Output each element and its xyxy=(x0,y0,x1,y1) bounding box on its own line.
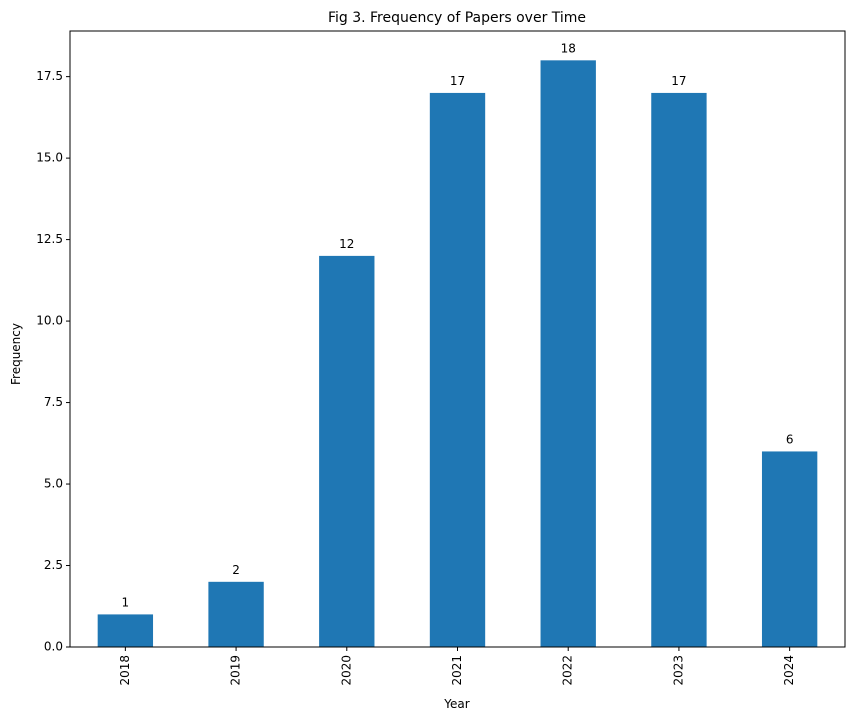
axes-frame xyxy=(66,30,846,651)
bar-2022 xyxy=(540,60,596,648)
bar-2019 xyxy=(208,581,264,647)
x-tick-label-2018: 2018 xyxy=(118,655,132,686)
data-label-2024: 6 xyxy=(786,432,794,446)
y-tick-label: 17.5 xyxy=(36,69,63,83)
x-tick-label-2023: 2023 xyxy=(671,655,685,686)
y-axis-label: Frequency xyxy=(9,323,23,385)
bar-2021 xyxy=(429,92,486,648)
bar-2020 xyxy=(319,255,375,647)
x-axis-label: Year xyxy=(443,697,469,711)
bars-group xyxy=(97,60,818,648)
chart-title: Fig 3. Frequency of Papers over Time xyxy=(328,10,586,26)
x-tick-label-2022: 2022 xyxy=(561,655,575,686)
y-tick-label: 2.5 xyxy=(44,558,63,572)
data-label-2023: 17 xyxy=(671,74,686,88)
x-tick-label-2019: 2019 xyxy=(229,655,243,686)
bar-2024 xyxy=(761,451,818,647)
y-tick-label: 0.0 xyxy=(44,640,63,654)
y-tick-label: 12.5 xyxy=(36,232,63,246)
x-tick-labels: 2018 2019 2020 2021 2022 2023 2024 xyxy=(118,655,796,686)
data-label-2019: 2 xyxy=(232,563,240,577)
data-label-2021: 17 xyxy=(450,74,465,88)
bar-2018 xyxy=(97,614,154,647)
y-tick-label: 5.0 xyxy=(44,477,63,491)
plot-frame xyxy=(69,30,846,648)
x-tick-label-2020: 2020 xyxy=(339,655,353,686)
bar-2023 xyxy=(651,92,707,648)
y-tick-labels: 0.0 2.5 5.0 7.5 10.0 12.5 15.0 17.5 xyxy=(36,69,63,653)
y-tick-label: 10.0 xyxy=(36,314,63,328)
y-tick-label: 15.0 xyxy=(36,151,63,165)
data-label-2018: 1 xyxy=(122,595,130,609)
x-tick-label-2021: 2021 xyxy=(450,655,464,686)
x-tick-label-2024: 2024 xyxy=(782,655,796,686)
y-tick-label: 7.5 xyxy=(44,395,63,409)
data-label-2020: 12 xyxy=(339,237,354,251)
data-label-2022: 18 xyxy=(561,41,576,55)
